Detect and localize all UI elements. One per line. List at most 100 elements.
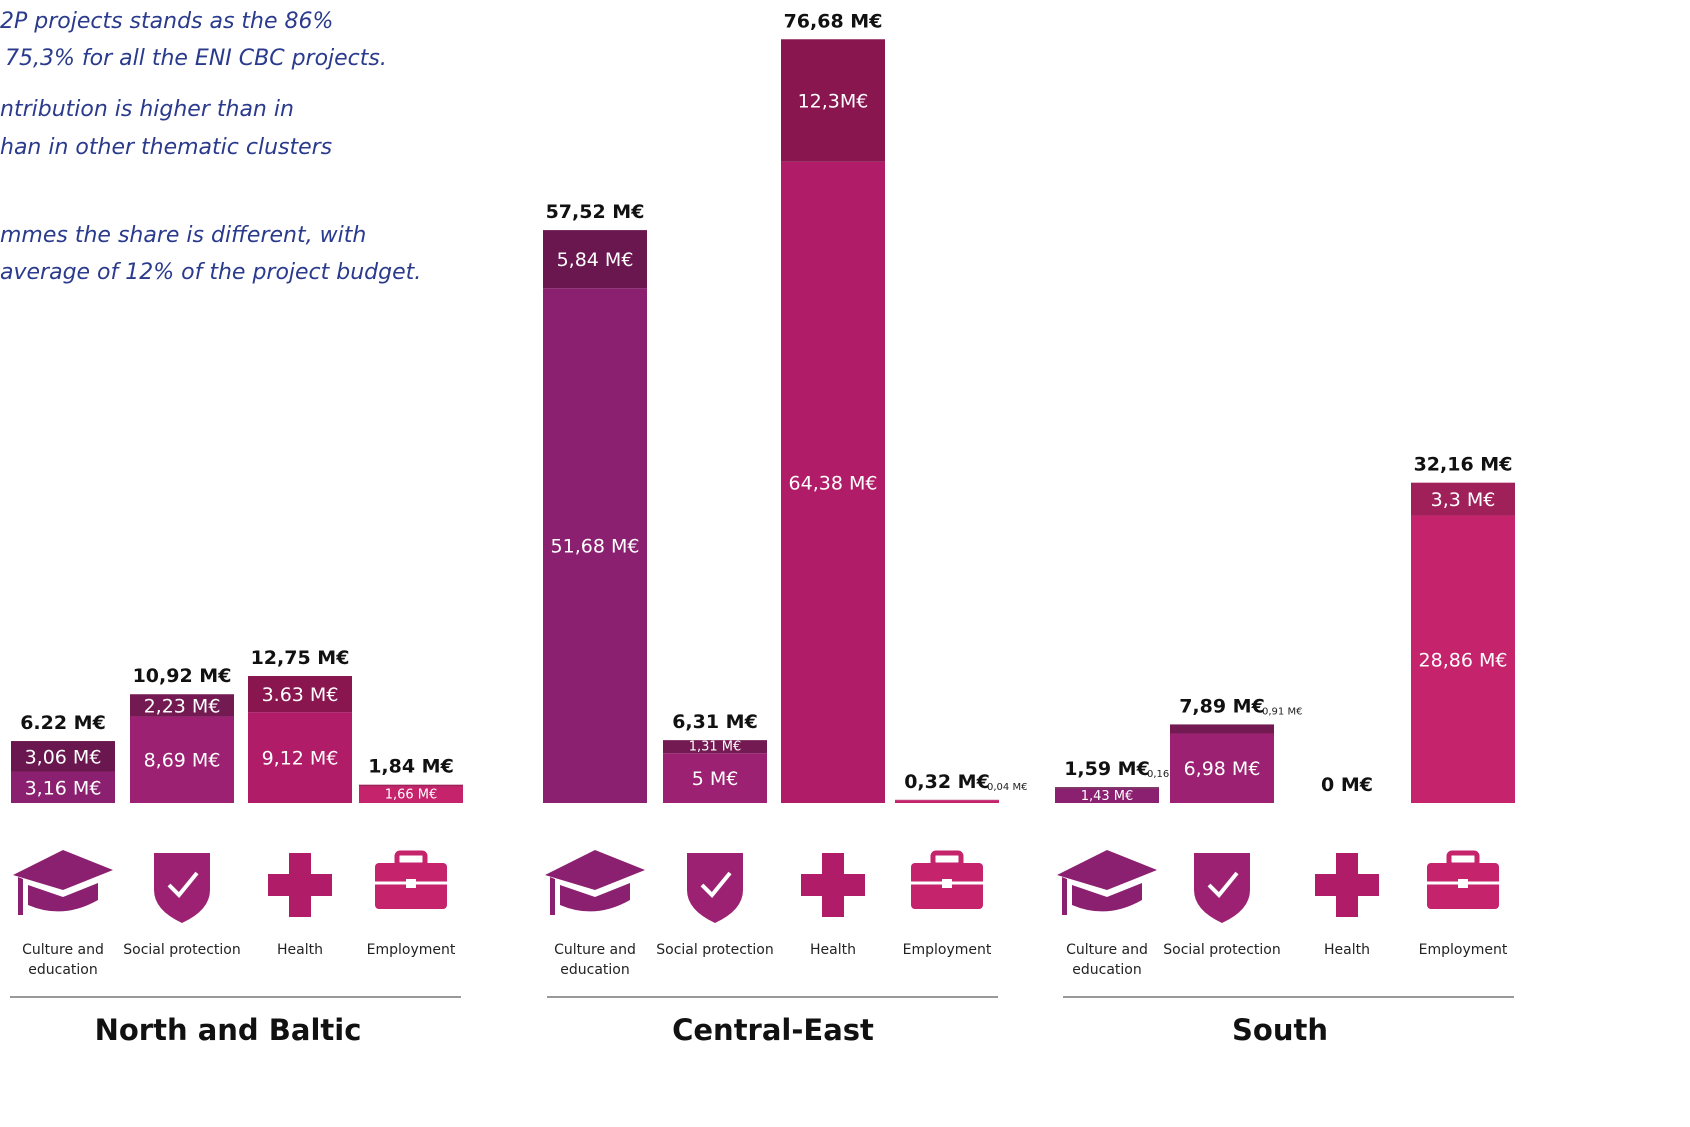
category-label: Culture and education: [554, 942, 636, 978]
category-label: Social protection: [656, 942, 774, 958]
total-label: 32,16 M€: [1414, 454, 1513, 476]
bar-segment: [543, 230, 647, 289]
category-label: Social protection: [123, 942, 241, 958]
annotation: 75,3% for all the ENI CBC projects.: [5, 46, 387, 71]
icon-cap: [13, 850, 113, 915]
icon-clasp: [1458, 879, 1468, 888]
bar-segment: [11, 741, 115, 772]
annotation: average of 12% of the project budget.: [0, 260, 421, 285]
value-label: 0,91 M€: [1262, 706, 1302, 717]
total-label: 6.22 M€: [20, 712, 106, 734]
value-label: 1,31 M€: [689, 740, 742, 755]
category-icon: [1427, 850, 1499, 909]
value-label: 5,84 M€: [557, 249, 634, 271]
value-label: 2,23 M€: [144, 695, 221, 717]
bar-segment: [543, 288, 647, 803]
value-label: 51,68 M€: [551, 536, 640, 558]
category-icon: [687, 853, 743, 923]
group-name: North and Baltic: [95, 1013, 362, 1047]
total-label: 57,52 M€: [546, 201, 645, 223]
value-label: 28,86 M€: [1419, 649, 1508, 671]
value-label: 64,38 M€: [789, 472, 878, 494]
value-label: 3,16 M€: [25, 777, 102, 799]
category-icon: [1315, 853, 1379, 917]
category-label: Health: [1324, 942, 1370, 958]
value-label: 1,43 M€: [1081, 789, 1134, 804]
bar-segment: [895, 800, 999, 803]
value-label: 1,66 M€: [385, 788, 438, 803]
annotation: han in other thematic clusters: [0, 135, 332, 160]
value-label: 8,69 M€: [144, 750, 221, 772]
value-label: 9,12 M€: [262, 748, 339, 770]
icon-check: [167, 871, 199, 898]
icon-handle: [1446, 850, 1480, 868]
value-label: 6,98 M€: [1184, 758, 1261, 780]
group-name: South: [1232, 1013, 1328, 1047]
category-icon: [911, 850, 983, 909]
category-label: Social protection: [1163, 942, 1281, 958]
bar-segment: [130, 716, 234, 803]
total-label: 6,31 M€: [672, 711, 758, 733]
value-label: 0,04 M€: [987, 782, 1027, 793]
icon-cap: [545, 850, 645, 915]
icon-check: [700, 871, 732, 898]
bar-segment: [781, 39, 885, 162]
icon-cross: [801, 853, 865, 917]
category-label: Employment: [902, 942, 992, 958]
category-icon: [1057, 850, 1157, 915]
value-label: 12,3M€: [798, 91, 869, 113]
bar-segment: [359, 784, 463, 787]
category-icon: [375, 850, 447, 909]
category-label: Culture and education: [22, 942, 104, 978]
category-icon: [268, 853, 332, 917]
bar-segment: [248, 676, 352, 713]
icons: [13, 850, 1499, 923]
bar-segment: [1411, 515, 1515, 803]
icon-shield: [687, 853, 743, 923]
bar-segment: [1411, 482, 1515, 516]
icon-cross: [1315, 853, 1379, 917]
icon-shield: [154, 853, 210, 923]
value-label: 3,06 M€: [25, 746, 102, 768]
category-label: Health: [810, 942, 856, 958]
category-label: Employment: [366, 942, 456, 958]
total-label: 7,89 M€: [1179, 695, 1265, 717]
bar-segment: [1055, 787, 1159, 789]
total-label: 0 M€: [1321, 774, 1373, 796]
annotation: mmes the share is different, with: [0, 223, 366, 248]
total-label: 10,92 M€: [133, 665, 232, 687]
value-label: 3.63 M€: [262, 684, 339, 706]
category-label: Health: [277, 942, 323, 958]
bar-segment: [1170, 724, 1274, 734]
total-label: 76,68 M€: [784, 10, 883, 32]
annotation: ntribution is higher than in: [0, 97, 294, 122]
icon-handle: [930, 850, 964, 868]
value-label: 3,3 M€: [1431, 489, 1496, 511]
icon-cap: [1057, 850, 1157, 915]
category-label: Culture and education: [1066, 942, 1148, 978]
bar-segment: [663, 740, 767, 754]
total-label: 12,75 M€: [251, 647, 350, 669]
bar-segment: [663, 753, 767, 803]
icon-cross: [268, 853, 332, 917]
group-name: Central-East: [672, 1013, 874, 1047]
bar-segment: [359, 786, 463, 803]
icon-clasp: [406, 879, 416, 888]
annotation: 2P projects stands as the 86%: [0, 9, 333, 34]
bar-segment: [248, 712, 352, 803]
total-label: 1,84 M€: [368, 756, 454, 778]
category-icon: [13, 850, 113, 915]
bar-segment: [130, 694, 234, 717]
category-icon: [545, 850, 645, 915]
bar-segment: [781, 161, 885, 803]
value-label: 0,16 M€: [1147, 769, 1187, 780]
icon-clasp: [942, 879, 952, 888]
bar-segment: [11, 771, 115, 803]
bar-segment: [1055, 788, 1159, 803]
value-label: 5 M€: [692, 768, 739, 790]
icon-shield: [1194, 853, 1250, 923]
icon-check: [1207, 871, 1239, 898]
icon-handle: [394, 850, 428, 868]
